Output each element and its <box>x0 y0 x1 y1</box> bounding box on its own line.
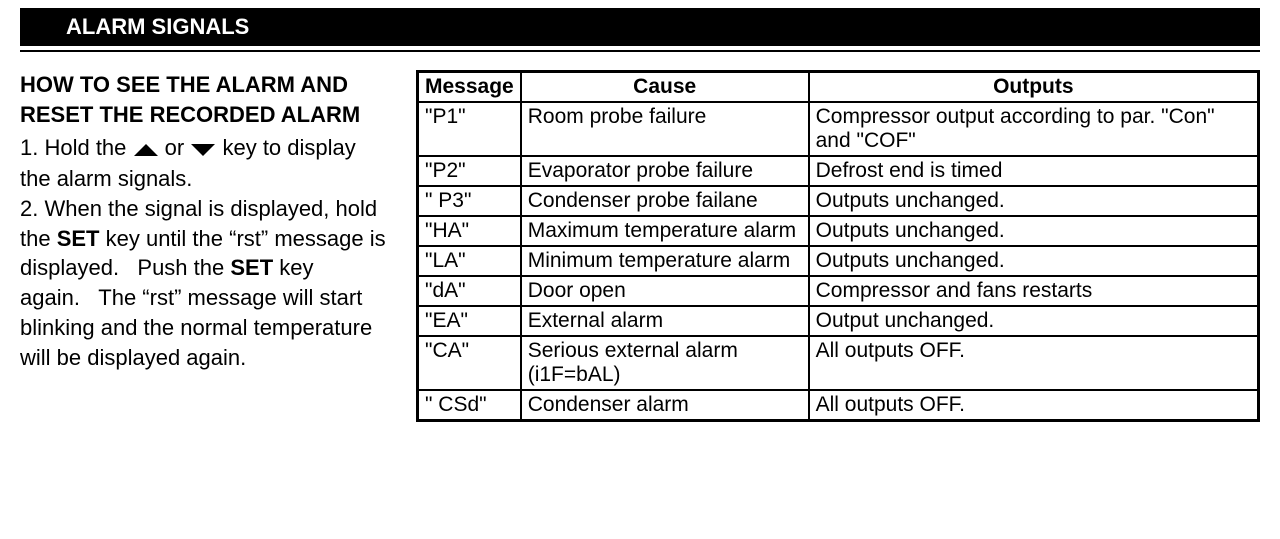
cell-outputs: Compressor output according to par. "Con… <box>809 102 1259 156</box>
cell-message: "CA" <box>418 336 521 390</box>
content-columns: HOW TO SEE THE ALARM AND RESET THE RECOR… <box>20 70 1260 422</box>
table-row: "P1"Room probe failureCompressor output … <box>418 102 1259 156</box>
alarm-table: Message Cause Outputs "P1"Room probe fai… <box>416 70 1260 422</box>
up-arrow-icon <box>133 135 159 165</box>
step1-text-a: 1. Hold the <box>20 135 126 160</box>
cell-outputs: Compressor and fans restarts <box>809 276 1259 306</box>
table-row: "P2"Evaporator probe failureDefrost end … <box>418 156 1259 186</box>
alarm-table-header-row: Message Cause Outputs <box>418 72 1259 103</box>
instructions-step-2: 2. When the signal is displayed, hold th… <box>20 194 390 372</box>
down-arrow-icon <box>190 135 216 165</box>
cell-cause: Condenser alarm <box>521 390 809 421</box>
table-row: "CA"Serious external alarm (i1F=bAL)All … <box>418 336 1259 390</box>
section-header-text: ALARM SIGNALS <box>66 14 249 39</box>
cell-cause: Room probe failure <box>521 102 809 156</box>
instructions-block: HOW TO SEE THE ALARM AND RESET THE RECOR… <box>20 70 390 372</box>
cell-outputs: Outputs unchanged. <box>809 216 1259 246</box>
set-key-label-2: SET <box>230 255 273 280</box>
alarm-table-head: Message Cause Outputs <box>418 72 1259 103</box>
alarm-table-wrapper: Message Cause Outputs "P1"Room probe fai… <box>416 70 1260 422</box>
table-row: " P3"Condenser probe failaneOutputs unch… <box>418 186 1259 216</box>
divider <box>20 50 1260 52</box>
cell-message: "P2" <box>418 156 521 186</box>
cell-cause: Door open <box>521 276 809 306</box>
step1-text-b: or <box>165 135 185 160</box>
cell-cause: External alarm <box>521 306 809 336</box>
cell-cause: Maximum temperature alarm <box>521 216 809 246</box>
cell-cause: Condenser probe failane <box>521 186 809 216</box>
cell-message: " P3" <box>418 186 521 216</box>
instructions-step-1: 1. Hold the or key to display the alarm … <box>20 133 390 194</box>
cell-cause: Minimum temperature alarm <box>521 246 809 276</box>
cell-outputs: Outputs unchanged. <box>809 186 1259 216</box>
col-header-cause: Cause <box>521 72 809 103</box>
instructions-subhead: HOW TO SEE THE ALARM AND RESET THE RECOR… <box>20 70 390 129</box>
cell-message: "HA" <box>418 216 521 246</box>
alarm-table-body: "P1"Room probe failureCompressor output … <box>418 102 1259 421</box>
table-row: "EA"External alarmOutput unchanged. <box>418 306 1259 336</box>
cell-outputs: Outputs unchanged. <box>809 246 1259 276</box>
cell-message: " CSd" <box>418 390 521 421</box>
table-row: " CSd"Condenser alarmAll outputs OFF. <box>418 390 1259 421</box>
cell-cause: Evaporator probe failure <box>521 156 809 186</box>
section-header: ALARM SIGNALS <box>20 8 1260 46</box>
table-row: "LA"Minimum temperature alarmOutputs unc… <box>418 246 1259 276</box>
cell-outputs: All outputs OFF. <box>809 336 1259 390</box>
page: ALARM SIGNALS HOW TO SEE THE ALARM AND R… <box>0 8 1280 442</box>
cell-outputs: Defrost end is timed <box>809 156 1259 186</box>
cell-outputs: All outputs OFF. <box>809 390 1259 421</box>
col-header-message: Message <box>418 72 521 103</box>
table-row: "HA"Maximum temperature alarmOutputs unc… <box>418 216 1259 246</box>
cell-message: "dA" <box>418 276 521 306</box>
cell-outputs: Output unchanged. <box>809 306 1259 336</box>
set-key-label-1: SET <box>57 226 100 251</box>
cell-cause: Serious external alarm (i1F=bAL) <box>521 336 809 390</box>
table-row: "dA"Door openCompressor and fans restart… <box>418 276 1259 306</box>
col-header-outputs: Outputs <box>809 72 1259 103</box>
cell-message: "EA" <box>418 306 521 336</box>
cell-message: "P1" <box>418 102 521 156</box>
cell-message: "LA" <box>418 246 521 276</box>
